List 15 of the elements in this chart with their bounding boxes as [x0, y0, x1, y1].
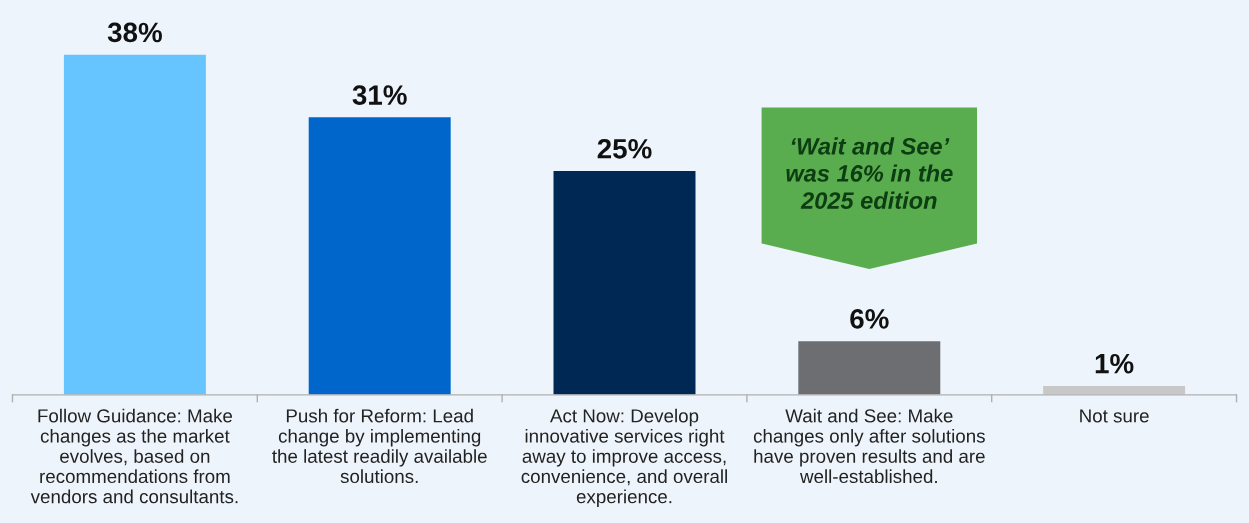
data-label: 38%: [107, 22, 162, 43]
data-label: 25%: [597, 138, 652, 159]
bar: [308, 117, 451, 395]
x-tick-label: Follow Guidance: Make changes as the market evolves, based on recommendations from vendors and consultants.: [30, 408, 238, 504]
x-tick-label: Act Now: Develop innovative services right away to improve access, convenience, and overall experience.: [521, 408, 727, 508]
data-label: 31%: [352, 85, 407, 105]
bar: [63, 54, 206, 395]
annotation: ‘Wait and See’ was 16% in the 2025 edition: [786, 137, 953, 209]
x-tick-label: Not sure: [1080, 409, 1149, 423]
x-tick-label: Push for Reform: Lead change by implementing the latest readily available solutions.: [272, 408, 487, 484]
bar: [553, 171, 696, 395]
x-tick-label: Wait and See: Make changes only after solutions have proven results and are well-established.: [753, 408, 985, 484]
data-label: 6%: [850, 309, 889, 329]
bar: [798, 341, 941, 395]
data-label: 1%: [1095, 353, 1134, 374]
